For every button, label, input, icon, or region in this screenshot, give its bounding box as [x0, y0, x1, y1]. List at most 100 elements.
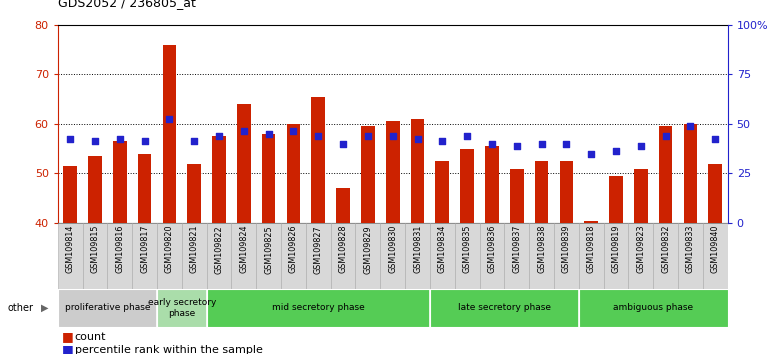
Bar: [356, 223, 380, 289]
Point: [114, 136, 126, 142]
Bar: [480, 223, 504, 289]
Text: GSM109817: GSM109817: [140, 225, 149, 274]
Bar: [485, 146, 499, 223]
Bar: [213, 136, 226, 223]
Text: GSM109837: GSM109837: [512, 225, 521, 274]
Bar: [460, 149, 474, 223]
Text: other: other: [8, 303, 34, 313]
Bar: [684, 124, 698, 223]
Point: [337, 141, 350, 147]
Text: GDS2052 / 236805_at: GDS2052 / 236805_at: [58, 0, 196, 9]
Bar: [634, 169, 648, 223]
Text: early secretory
phase: early secretory phase: [148, 298, 216, 318]
Bar: [504, 223, 529, 289]
Point: [287, 129, 300, 134]
Bar: [286, 124, 300, 223]
Bar: [410, 119, 424, 223]
Bar: [82, 223, 107, 289]
Text: GSM109821: GSM109821: [189, 225, 199, 274]
Point: [685, 124, 697, 129]
Bar: [386, 121, 400, 223]
Bar: [237, 104, 251, 223]
Bar: [678, 223, 703, 289]
Point: [411, 136, 424, 142]
Bar: [63, 166, 77, 223]
Point: [511, 143, 523, 149]
Bar: [187, 164, 201, 223]
Text: GSM109825: GSM109825: [264, 225, 273, 274]
Bar: [455, 223, 480, 289]
Bar: [58, 223, 82, 289]
Text: GSM109818: GSM109818: [587, 225, 596, 273]
Point: [238, 129, 250, 134]
Text: GSM109815: GSM109815: [90, 225, 99, 274]
Bar: [311, 97, 325, 223]
Bar: [132, 223, 157, 289]
Bar: [703, 223, 728, 289]
Text: GSM109820: GSM109820: [165, 225, 174, 274]
Point: [89, 138, 101, 144]
Text: ambiguous phase: ambiguous phase: [613, 303, 693, 313]
Bar: [405, 223, 430, 289]
Text: count: count: [75, 332, 106, 342]
Text: GSM109839: GSM109839: [562, 225, 571, 274]
Point: [188, 138, 200, 144]
Point: [561, 141, 573, 147]
Text: GSM109823: GSM109823: [636, 225, 645, 274]
Bar: [380, 223, 405, 289]
Bar: [529, 223, 554, 289]
Point: [709, 136, 721, 142]
Bar: [206, 223, 232, 289]
Text: GSM109826: GSM109826: [289, 225, 298, 274]
Bar: [510, 169, 524, 223]
Text: proliferative phase: proliferative phase: [65, 303, 150, 313]
Bar: [708, 164, 722, 223]
Text: GSM109819: GSM109819: [611, 225, 621, 274]
Bar: [579, 289, 728, 327]
Point: [139, 138, 151, 144]
Bar: [157, 223, 182, 289]
Text: GSM109828: GSM109828: [339, 225, 347, 274]
Point: [610, 148, 622, 154]
Text: ■: ■: [62, 343, 73, 354]
Bar: [162, 45, 176, 223]
Bar: [430, 223, 455, 289]
Bar: [560, 161, 573, 223]
Text: GSM109835: GSM109835: [463, 225, 472, 274]
Bar: [138, 154, 152, 223]
Point: [436, 138, 448, 144]
Text: late secretory phase: late secretory phase: [458, 303, 551, 313]
Text: GSM109832: GSM109832: [661, 225, 670, 274]
Point: [163, 116, 176, 122]
Text: ▶: ▶: [41, 303, 49, 313]
Bar: [361, 126, 375, 223]
Point: [535, 141, 547, 147]
Text: GSM109830: GSM109830: [388, 225, 397, 273]
Text: GSM109814: GSM109814: [65, 225, 75, 273]
Bar: [88, 156, 102, 223]
Text: GSM109829: GSM109829: [363, 225, 373, 274]
Bar: [107, 223, 132, 289]
Text: GSM109834: GSM109834: [438, 225, 447, 273]
Point: [387, 133, 399, 139]
Bar: [232, 223, 256, 289]
Bar: [113, 141, 126, 223]
Text: GSM109824: GSM109824: [239, 225, 249, 274]
Bar: [256, 223, 281, 289]
Bar: [330, 223, 356, 289]
Text: GSM109840: GSM109840: [711, 225, 720, 273]
Bar: [579, 223, 604, 289]
Point: [213, 133, 225, 139]
Text: GSM109836: GSM109836: [487, 225, 497, 273]
Bar: [584, 221, 598, 223]
Point: [64, 136, 76, 142]
Point: [461, 133, 474, 139]
Text: GSM109827: GSM109827: [313, 225, 323, 274]
Bar: [336, 188, 350, 223]
Point: [585, 151, 598, 156]
Text: GSM109833: GSM109833: [686, 225, 695, 273]
Bar: [628, 223, 653, 289]
Bar: [653, 223, 678, 289]
Text: percentile rank within the sample: percentile rank within the sample: [75, 345, 263, 354]
Text: ■: ■: [62, 331, 73, 343]
